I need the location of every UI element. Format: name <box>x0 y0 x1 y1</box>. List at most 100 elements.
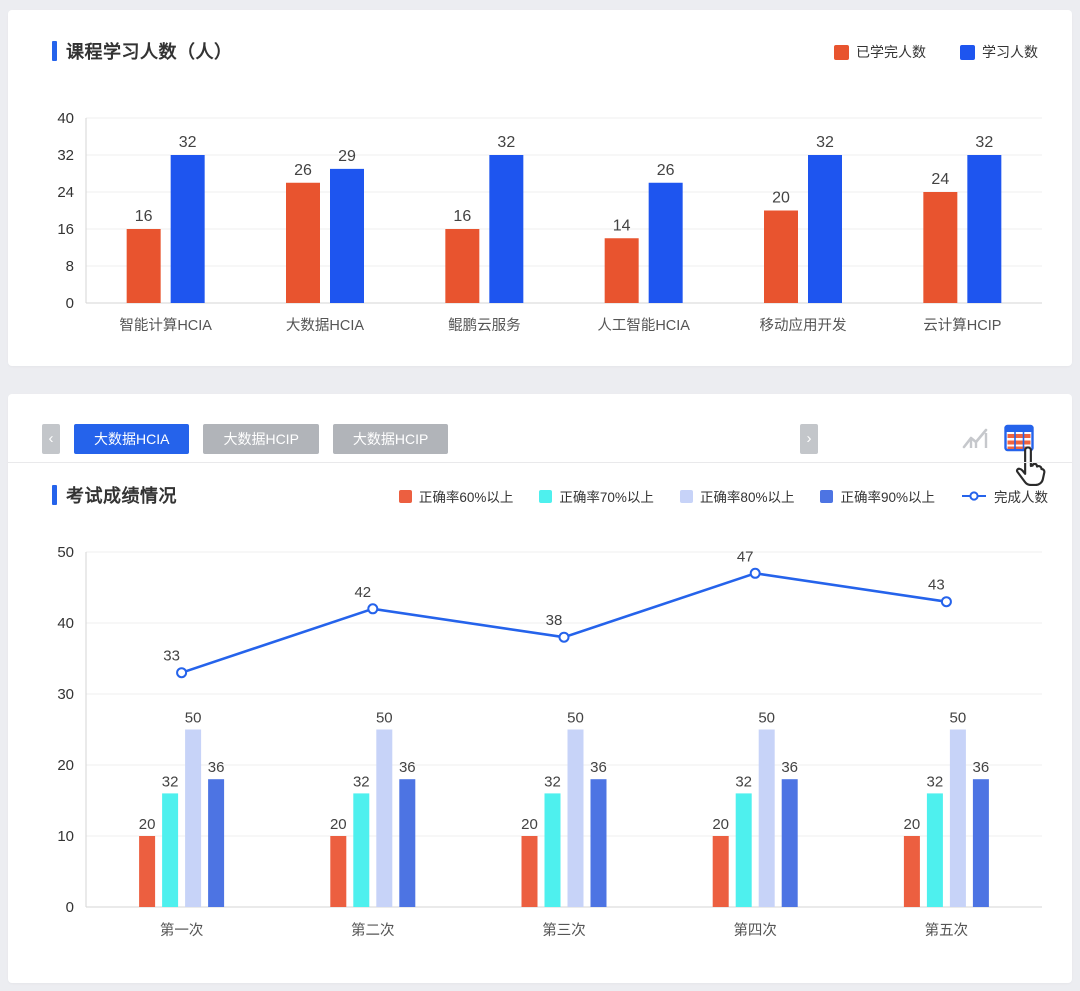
bar <box>330 168 364 303</box>
y-tick-label: 40 <box>57 615 74 632</box>
bar <box>903 836 920 907</box>
y-tick-label: 30 <box>57 686 74 703</box>
bar-value-label: 16 <box>453 208 471 225</box>
bar <box>949 729 966 907</box>
bar-value-label: 32 <box>353 773 370 790</box>
bar-value-label: 36 <box>399 759 416 776</box>
bar <box>126 229 161 303</box>
bar-value-label: 20 <box>904 816 921 833</box>
bar <box>758 729 775 907</box>
y-tick-label: 0 <box>66 295 74 312</box>
tab-3[interactable]: 大数据HCIP <box>332 424 449 454</box>
legend-swatch <box>679 489 693 503</box>
bar-value-label: 50 <box>758 710 775 727</box>
y-tick-label: 0 <box>66 899 74 916</box>
course-learning-panel: 课程学习人数（人） 已学完人数 学习人数 0 8 16 24 32 40 16 32 智能计算HC… <box>8 10 1072 366</box>
course-tab-bar: ‹ 大数据HCIA 大数据HCIP 大数据HCIP › <box>42 424 1036 454</box>
line-marker <box>749 567 761 579</box>
legend-label: 正确率70%以上 <box>559 490 654 505</box>
title-accent-bar <box>52 485 57 505</box>
category-label: 人工智能HCIA <box>597 317 690 334</box>
category-label: 鲲鹏云服务 <box>448 317 521 334</box>
y-tick-label: 10 <box>57 828 74 845</box>
bar <box>353 793 370 907</box>
legend-label: 正确率80%以上 <box>699 490 795 505</box>
tab-1[interactable]: 大数据HCIA <box>74 424 190 454</box>
bar <box>781 779 798 907</box>
bar <box>445 229 480 303</box>
tabs-next-button[interactable]: › <box>800 424 818 454</box>
exam-score-panel: ‹ 大数据HCIA 大数据HCIP 大数据HCIP › <box>8 394 1072 983</box>
tab-2[interactable]: 大数据HCIP <box>203 424 319 454</box>
line-value-label: 47 <box>737 548 754 565</box>
line-marker <box>367 603 379 615</box>
course-learning-chart: 0 8 16 24 32 40 16 32 智能计算HCIA 26 29 大数据HCIA 16 32 鲲鹏云… <box>57 110 1042 334</box>
table-view-icon[interactable] <box>1004 424 1034 452</box>
line-chart-icon[interactable] <box>960 425 990 451</box>
legend-swatch <box>820 489 834 503</box>
category-label: 智能计算HCIA <box>119 317 212 334</box>
legend-item: 正确率80%以上 <box>679 486 795 506</box>
legend-label: 学习人数 <box>982 44 1038 60</box>
legend-item: 学习人数 <box>960 42 1038 62</box>
line-marker <box>558 631 570 643</box>
bar-value-label: 32 <box>497 134 515 151</box>
tab-list: 大数据HCIA 大数据HCIP 大数据HCIP <box>60 424 449 454</box>
line-value-label: 38 <box>546 612 563 629</box>
bar <box>521 836 538 907</box>
legend-swatch <box>539 489 553 503</box>
exam-score-header: 考试成绩情况 <box>52 482 177 508</box>
bar-value-label: 50 <box>185 710 202 727</box>
bar-value-label: 50 <box>376 710 393 727</box>
legend-label: 完成人数 <box>994 490 1048 505</box>
bar-value-label: 32 <box>735 773 752 790</box>
category-label: 第四次 <box>733 921 777 939</box>
bar-value-label: 26 <box>657 162 675 179</box>
bar <box>162 793 179 907</box>
bar-value-label: 14 <box>613 217 631 234</box>
legend-swatch <box>834 44 849 60</box>
bar <box>489 155 524 303</box>
y-tick-label: 16 <box>57 221 74 238</box>
line-marker-swatch <box>962 491 986 501</box>
bar-value-label: 32 <box>162 773 179 790</box>
bar-value-label: 32 <box>544 773 561 790</box>
bar-value-label: 50 <box>567 710 584 727</box>
section-title: 考试成绩情况 <box>66 486 177 506</box>
course-learning-header: 课程学习人数（人） <box>52 38 233 64</box>
category-label: 第五次 <box>925 921 969 939</box>
exam-score-chart: 0 10 20 30 40 50 20 32 50 36 第一次 20 32 50 36 第二次 20 32 50 3… <box>57 544 1042 939</box>
line-marker <box>176 667 188 679</box>
tabs-prev-button[interactable]: ‹ <box>42 424 60 454</box>
legend-label: 正确率60%以上 <box>418 490 514 505</box>
y-tick-label: 24 <box>57 184 74 201</box>
legend-swatch <box>960 44 975 60</box>
bar-value-label: 24 <box>931 171 949 188</box>
bar <box>544 793 561 907</box>
bar-value-label: 32 <box>816 134 834 151</box>
bar <box>567 729 584 907</box>
bar-value-label: 32 <box>927 773 944 790</box>
legend-label: 正确率90%以上 <box>840 490 935 505</box>
y-tick-label: 32 <box>57 147 74 164</box>
bar-value-label: 20 <box>712 816 729 833</box>
bar <box>399 779 416 907</box>
bar-value-label: 20 <box>521 816 538 833</box>
legend-swatch <box>398 489 412 503</box>
legend-item: 正确率60%以上 <box>398 486 514 506</box>
bar-value-label: 36 <box>781 759 798 776</box>
bar-value-label: 20 <box>139 816 156 833</box>
bar <box>972 779 989 907</box>
bar <box>330 836 347 907</box>
bar <box>712 836 729 907</box>
y-tick-label: 8 <box>66 258 74 275</box>
category-label: 云计算HCIP <box>923 317 1001 334</box>
legend-item: 正确率90%以上 <box>820 486 935 506</box>
title-accent-bar <box>52 41 57 61</box>
bar-value-label: 32 <box>179 134 197 151</box>
bar <box>808 155 842 303</box>
category-label: 大数据HCIA <box>286 317 364 334</box>
category-label: 移动应用开发 <box>760 316 847 334</box>
bar <box>170 155 205 303</box>
